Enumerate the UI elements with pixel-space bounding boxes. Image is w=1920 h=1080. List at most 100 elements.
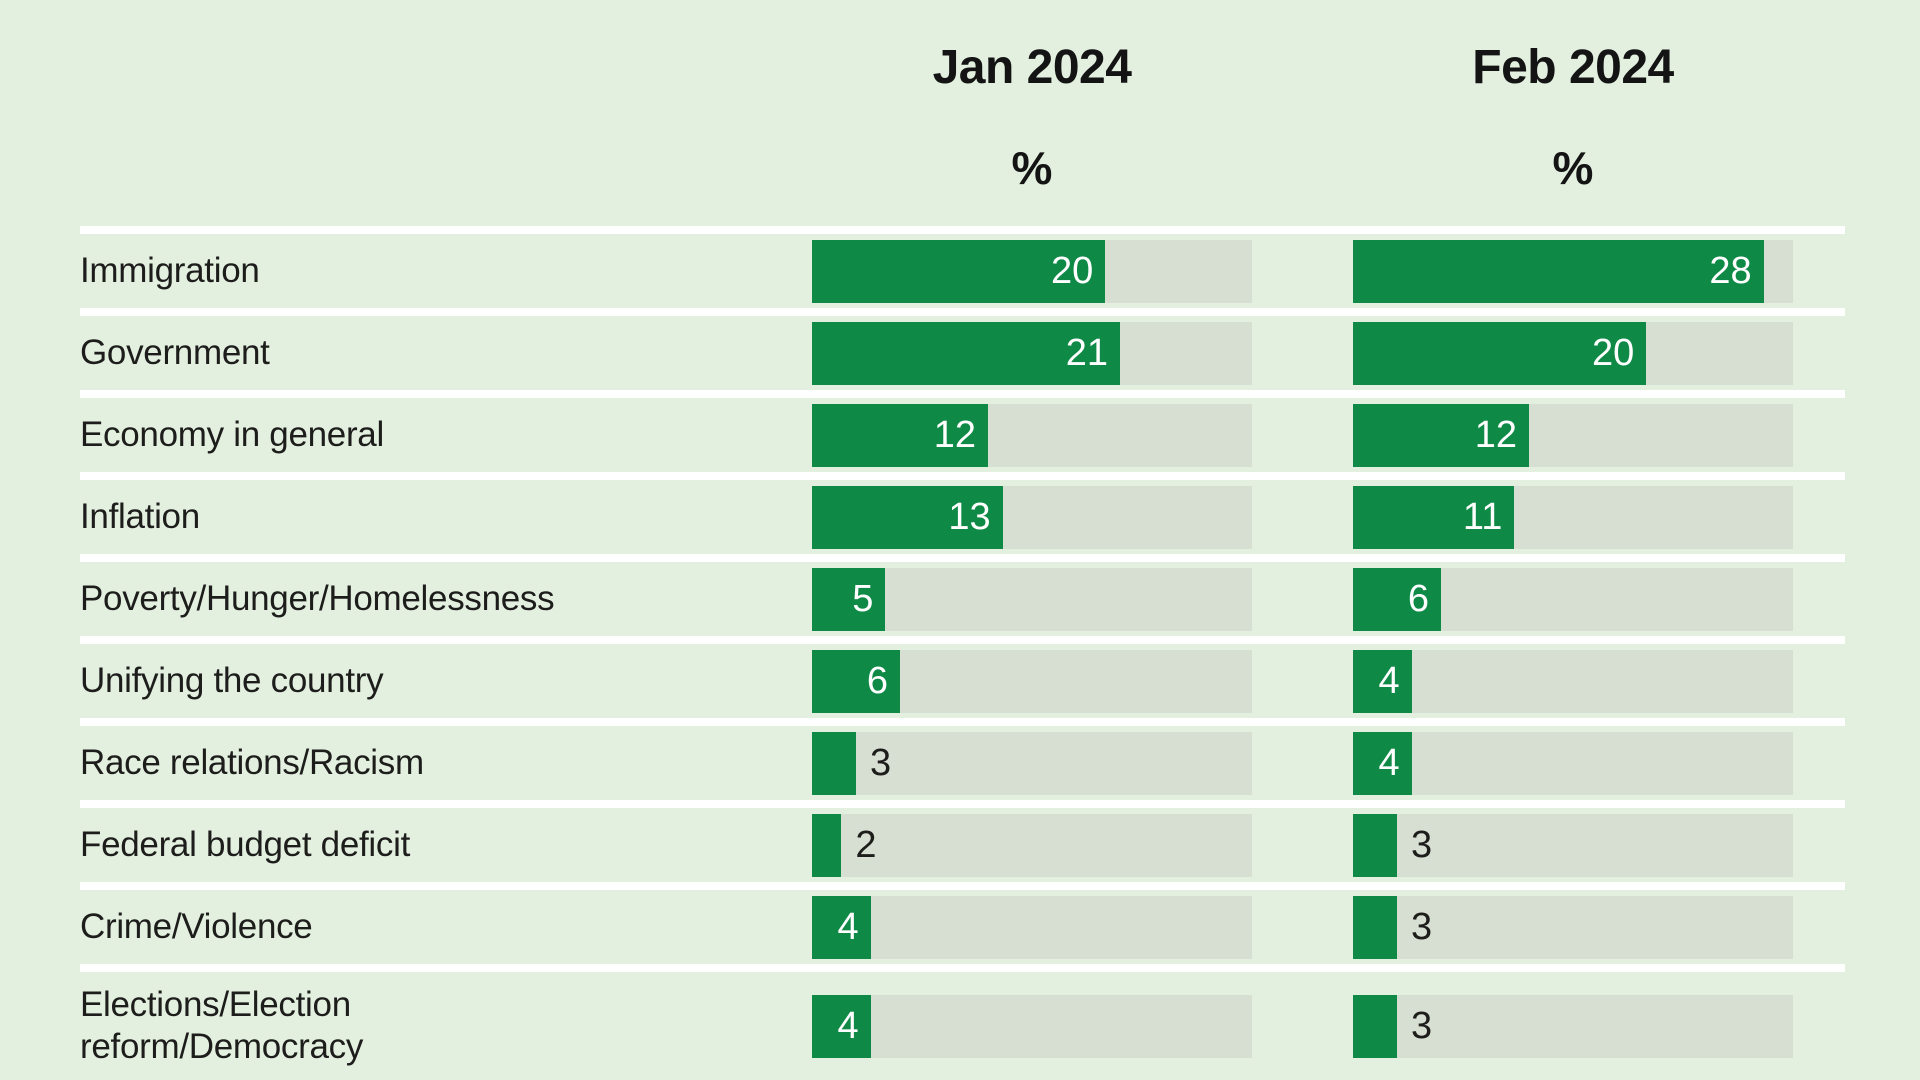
bar-value-label: 3 [1411,1004,1433,1047]
table-row: Race relations/Racism 3 4 [80,718,1845,800]
bar-value-label: 3 [870,741,892,784]
bar-feb: 6 [1353,567,1441,631]
row-cells: Government 21 20 [80,316,1845,390]
bar-feb: 3 [1353,895,1432,959]
bar-track-feb: 4 [1353,649,1793,713]
row-cells: Federal budget deficit 2 3 [80,808,1845,882]
column-header-jan-label: Jan 2024 [932,41,1132,94]
bar-value-label: 4 [837,1004,859,1047]
row-cells: Economy in general 12 12 [80,398,1845,472]
bar-feb: 20 [1353,321,1647,385]
bar-track-jan: 6 [812,649,1252,713]
bar-value-label: 4 [837,905,859,948]
row-cells: Immigration 20 28 [80,234,1845,308]
category-label: Inflation [80,497,200,536]
bar-track-jan: 12 [812,403,1252,467]
row-separator [80,718,1845,726]
bar-value-label: 6 [1407,577,1429,620]
bar-track-feb: 3 [1353,895,1793,959]
bar-feb: 4 [1353,731,1412,795]
chart-rows: Immigration 20 28 Government 21 20 Economy in … [80,226,1845,1080]
bar-value-label: 13 [948,495,991,538]
bar-track-jan: 4 [812,895,1252,959]
bar-jan: 5 [812,567,886,631]
row-cells: Race relations/Racism 3 4 [80,726,1845,800]
bar-value-label: 12 [1474,413,1517,456]
bar-feb: 3 [1353,813,1432,877]
row-separator [80,964,1845,972]
row-separator [80,554,1845,562]
bar-jan: 12 [812,403,988,467]
bar-track-feb: 20 [1353,321,1793,385]
bar-track-feb: 28 [1353,239,1793,303]
column-header-feb-label: Feb 2024 [1472,41,1674,94]
bar-track-feb: 3 [1353,994,1793,1058]
row-cells: Poverty/Hunger/Homelessness 5 6 [80,562,1845,636]
bar-track-jan: 3 [812,731,1252,795]
bar-feb: 28 [1353,239,1764,303]
bar-track-jan: 21 [812,321,1252,385]
category-label: Unifying the country [80,661,384,700]
table-row: Elections/Election reform/Democracy 4 3 [80,964,1845,1080]
bar-value-label: 4 [1378,659,1400,702]
category-label: Federal budget deficit [80,825,411,864]
bar-track-jan: 2 [812,813,1252,877]
column-header-jan: Jan 2024 % [812,0,1252,195]
row-cells: Crime/Violence 4 3 [80,890,1845,964]
bar-value-label: 3 [1411,823,1433,866]
bar-value-label: 28 [1709,249,1752,292]
bar-track-jan: 13 [812,485,1252,549]
category-label: Immigration [80,251,260,290]
bar-value-label: 20 [1051,249,1094,292]
column-header-feb-unit: % [1552,142,1594,194]
bar-jan: 6 [812,649,900,713]
bar-feb: 3 [1353,994,1432,1058]
bar-track-feb: 3 [1353,813,1793,877]
bar-track-jan: 5 [812,567,1252,631]
bar-value-label: 21 [1065,331,1108,374]
bar-track-feb: 12 [1353,403,1793,467]
column-header-jan-unit: % [1011,142,1053,194]
bar-value-label: 20 [1592,331,1635,374]
bar-track-feb: 6 [1353,567,1793,631]
bar-value-label: 11 [1462,495,1503,538]
row-separator [80,308,1845,316]
column-headers: Jan 2024 % Feb 2024 % [80,0,1845,226]
bar-track-feb: 11 [1353,485,1793,549]
row-separator [80,472,1845,480]
row-cells: Inflation 13 11 [80,480,1845,554]
bar-value-label: 3 [1411,905,1433,948]
bar-jan: 21 [812,321,1120,385]
category-label: Elections/Election reform/Democracy [80,985,364,1066]
bar-feb: 12 [1353,403,1529,467]
bar-track-jan: 4 [812,994,1252,1058]
table-row: Poverty/Hunger/Homelessness 5 6 [80,554,1845,636]
bar-feb: 11 [1353,485,1515,549]
table-row: Inflation 13 11 [80,472,1845,554]
row-cells: Elections/Election reform/Democracy 4 3 [80,972,1845,1080]
bar-value-label: 2 [855,823,877,866]
bar-value-label: 12 [933,413,976,456]
chart-content: Jan 2024 % Feb 2024 % Immigration 20 28 Gov… [80,0,1845,1080]
table-row: Economy in general 12 12 [80,390,1845,472]
row-separator [80,882,1845,890]
bar-jan: 20 [812,239,1106,303]
category-label: Crime/Violence [80,907,313,946]
column-header-feb: Feb 2024 % [1353,0,1793,195]
bar-track-feb: 4 [1353,731,1793,795]
row-separator [80,800,1845,808]
category-label: Poverty/Hunger/Homelessness [80,579,555,618]
table-row: Immigration 20 28 [80,226,1845,308]
category-label: Economy in general [80,415,384,454]
bar-value-label: 4 [1378,741,1400,784]
row-separator [80,226,1845,234]
row-separator [80,390,1845,398]
table-row: Unifying the country 6 4 [80,636,1845,718]
bar-jan: 2 [812,813,876,877]
table-row: Government 21 20 [80,308,1845,390]
bar-value-label: 6 [866,659,888,702]
bar-feb: 4 [1353,649,1412,713]
bar-jan: 4 [812,895,871,959]
bar-jan: 3 [812,731,891,795]
